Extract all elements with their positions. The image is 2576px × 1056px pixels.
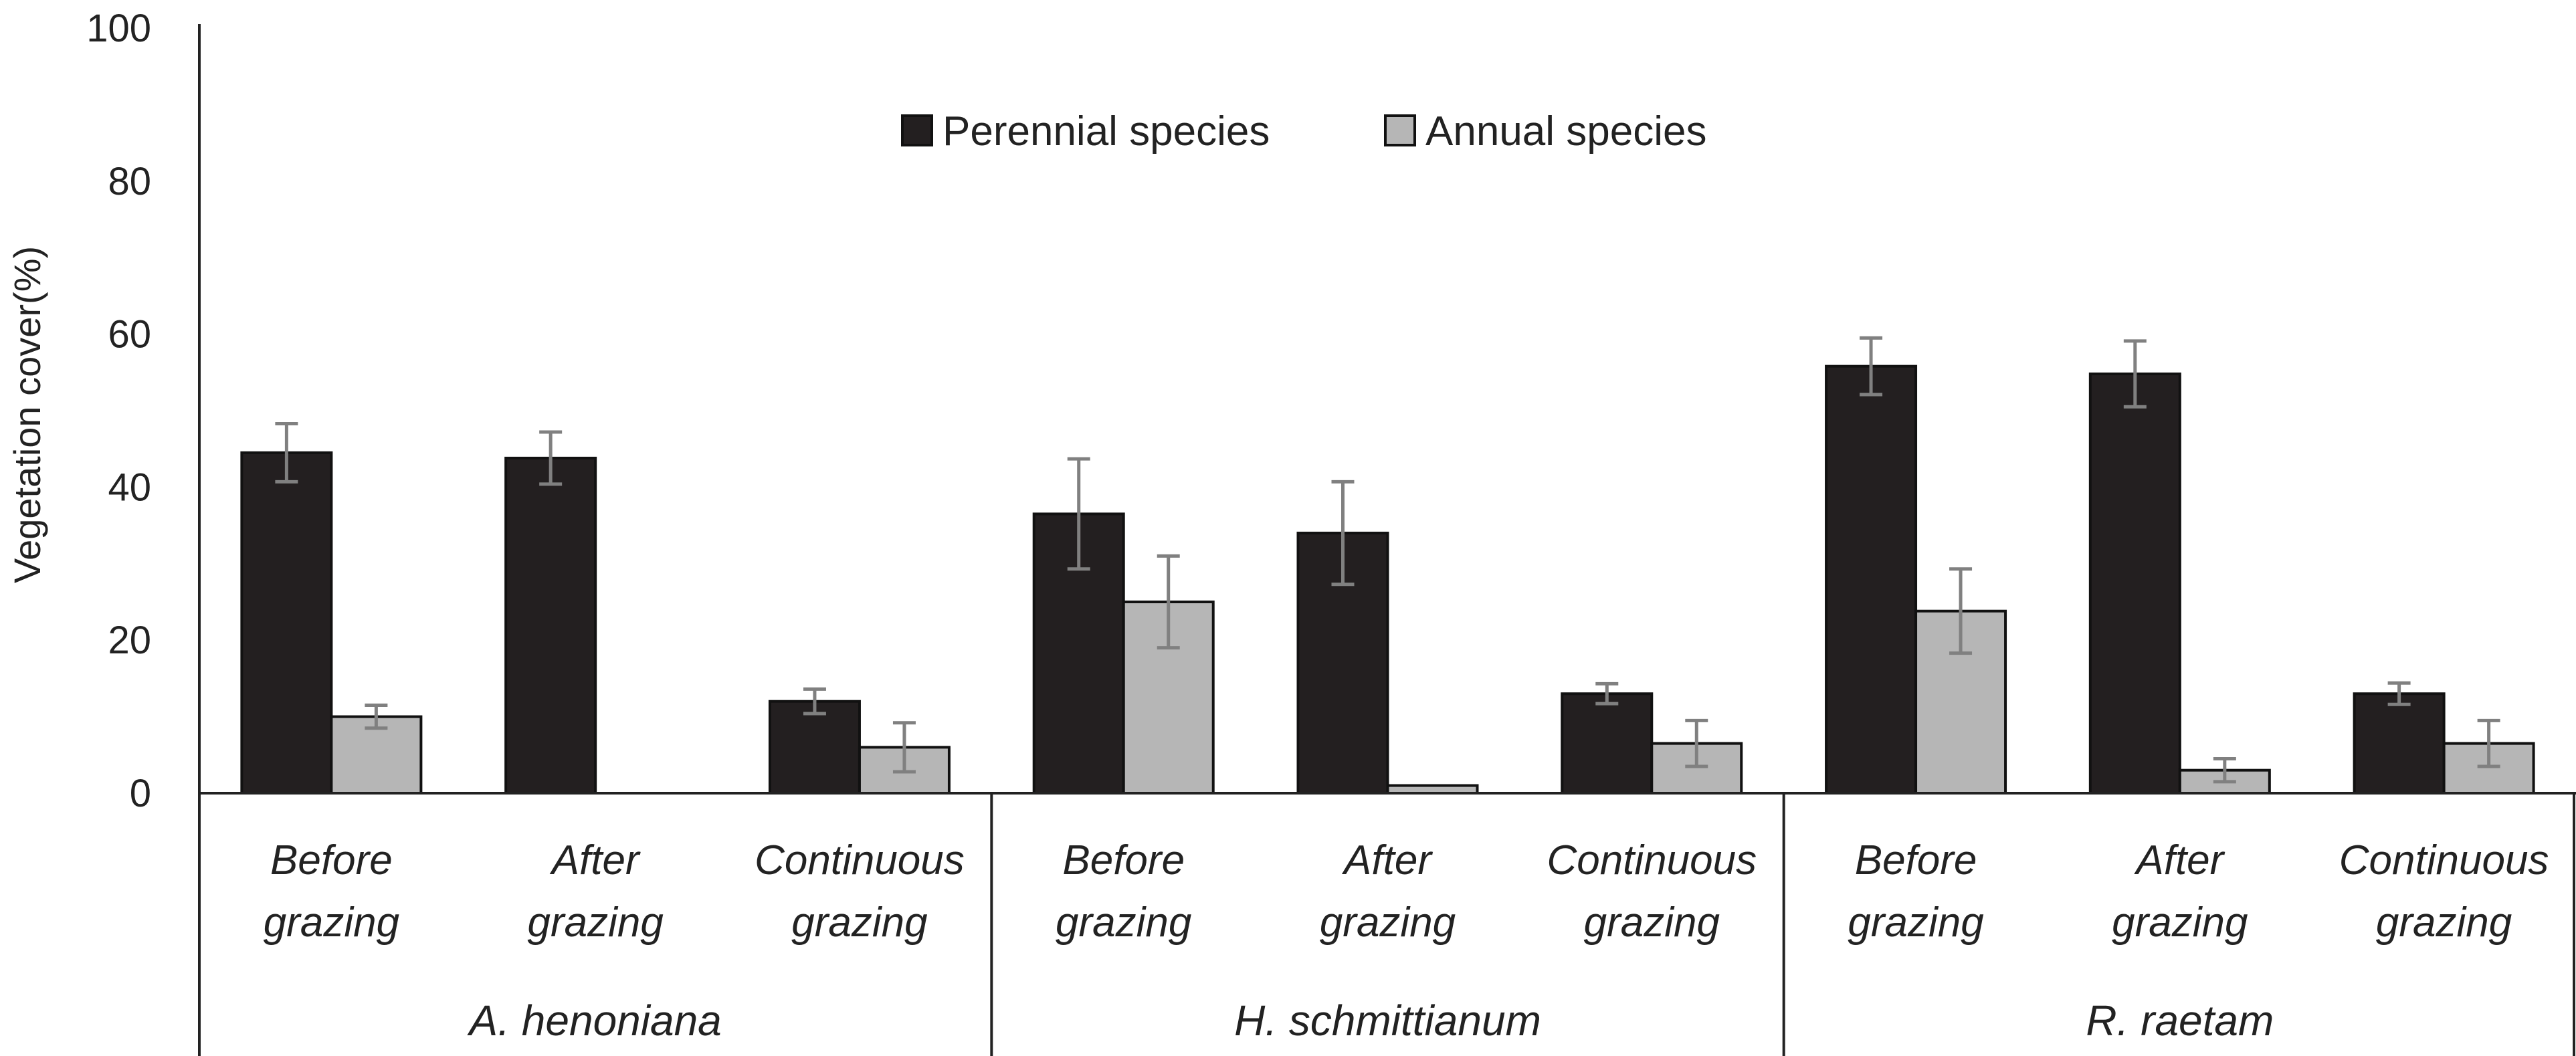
category-label-line2: grazing: [1584, 900, 1720, 946]
category-label-line1: After: [549, 837, 641, 883]
legend-label-perennial: Perennial species: [943, 108, 1270, 154]
y-tick-label: 40: [108, 465, 151, 509]
axes: [198, 24, 2576, 1056]
y-tick-label: 60: [108, 313, 151, 356]
category-label-line2: grazing: [791, 900, 927, 946]
bar-perennial: [768, 700, 861, 795]
legend-swatch-annual: [1384, 114, 1416, 146]
bars: [240, 364, 2535, 795]
legend: Perennial species Annual species: [901, 108, 1707, 154]
group-label: R. raetam: [2086, 996, 2274, 1045]
legend-label-annual: Annual species: [1425, 108, 1707, 154]
error-bars: [275, 336, 2500, 784]
bar-perennial: [2088, 373, 2181, 795]
y-tick-label: 0: [130, 772, 151, 815]
category-label-line1: Continuous: [2339, 837, 2549, 883]
category-label-line2: grazing: [1848, 900, 1983, 946]
x-category-labels: Before grazing After grazing Continuous grazi…: [264, 837, 2549, 1045]
y-tick-label: 100: [86, 7, 151, 50]
y-tick-label: 80: [108, 160, 151, 203]
category-label-line1: Continuous: [1547, 837, 1757, 883]
bar-perennial: [1561, 692, 1654, 795]
category-label-line2: grazing: [527, 900, 663, 946]
category-label-line2: grazing: [2376, 900, 2512, 946]
category-label-line1: After: [1341, 837, 1433, 883]
category-label-line1: Before: [270, 837, 393, 883]
category-label-line2: grazing: [1056, 900, 1191, 946]
bar-perennial: [504, 456, 597, 795]
legend-swatch-perennial: [901, 114, 933, 146]
category-label-line2: grazing: [2112, 900, 2248, 946]
category-label-line2: grazing: [264, 900, 399, 946]
group-label: A. henoniana: [467, 996, 722, 1045]
bar-perennial: [1825, 364, 1918, 795]
category-label-line1: Before: [1855, 837, 1977, 883]
y-ticks: 0 20 40 60 80 100: [86, 7, 151, 815]
bar-perennial: [2353, 692, 2446, 795]
bar-perennial: [240, 451, 333, 795]
group-label: H. schmittianum: [1234, 996, 1541, 1045]
category-label-line1: After: [2133, 837, 2225, 883]
y-axis-label: Vegetation cover(%): [6, 246, 48, 583]
category-label-line1: Before: [1062, 837, 1185, 883]
category-label-line2: grazing: [1320, 900, 1456, 946]
category-label-line1: Continuous: [755, 837, 965, 883]
y-tick-label: 20: [108, 619, 151, 662]
